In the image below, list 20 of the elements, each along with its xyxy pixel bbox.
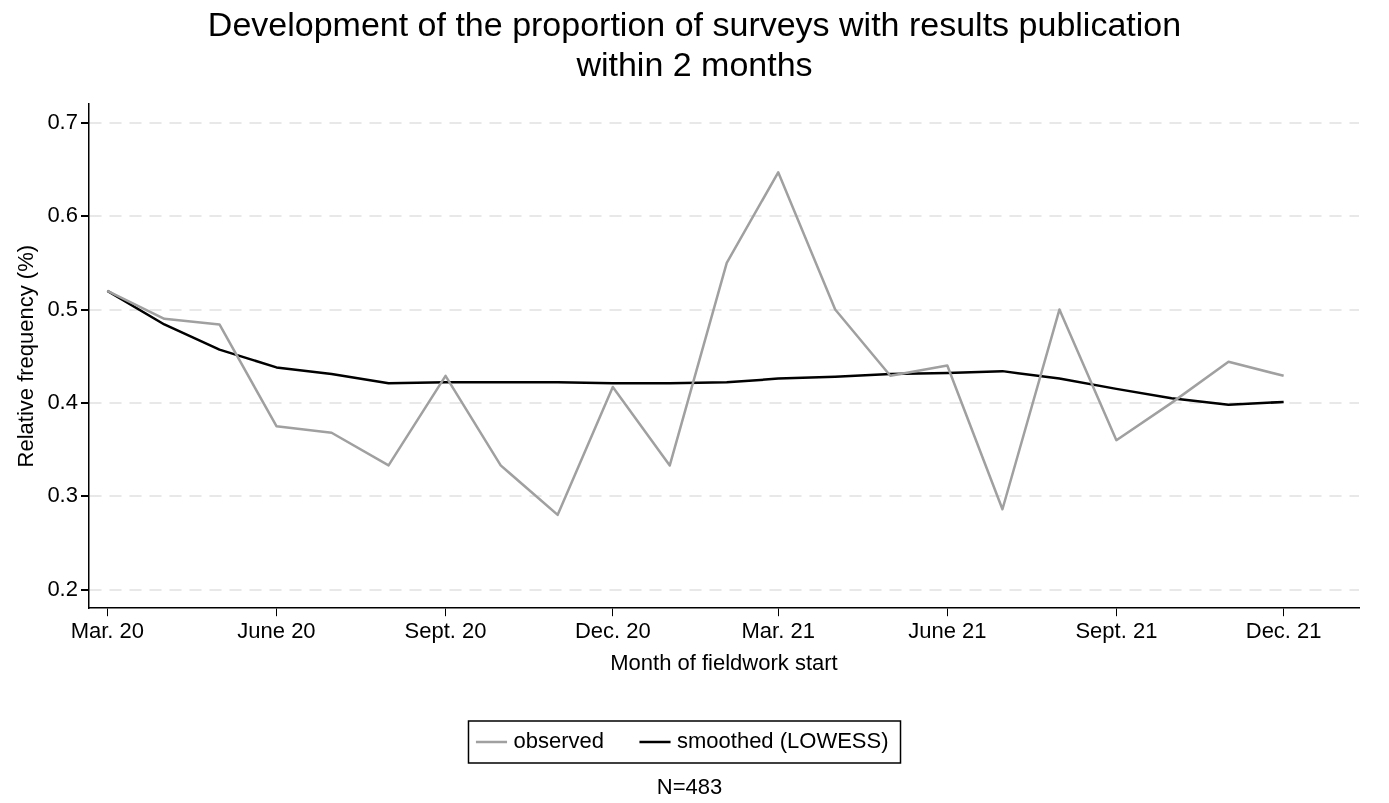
legend-label: smoothed (LOWESS) [676,728,889,754]
x-tick-label: Dec. 21 [1245,618,1322,644]
y-tick-label: 0.3 [47,482,78,508]
x-tick-label: Sept. 20 [404,618,487,644]
legend-label: observed [513,728,605,754]
x-tick-label: Mar. 21 [741,618,815,644]
chart-title: Development of the proportion of surveys with results publication within 2 months [206,4,1183,85]
text: N=483 [656,774,723,800]
x-tick-label: Dec. 20 [574,618,651,644]
x-axis-title: Month of fieldwork start [610,649,838,675]
x-tick-label: Mar. 20 [70,618,145,644]
x-tick-label: June 20 [237,618,316,644]
y-tick-label: 0.6 [47,202,78,228]
y-tick-label: 0.4 [47,388,78,414]
y-tick-label: 0.2 [47,575,78,601]
y-axis-title: Relative frequency (%) [13,244,39,468]
x-tick-label: Sept. 21 [1075,618,1158,644]
x-tick-label: June 21 [908,618,987,644]
y-tick-label: 0.7 [47,108,78,134]
y-tick-label: 0.5 [47,295,78,321]
